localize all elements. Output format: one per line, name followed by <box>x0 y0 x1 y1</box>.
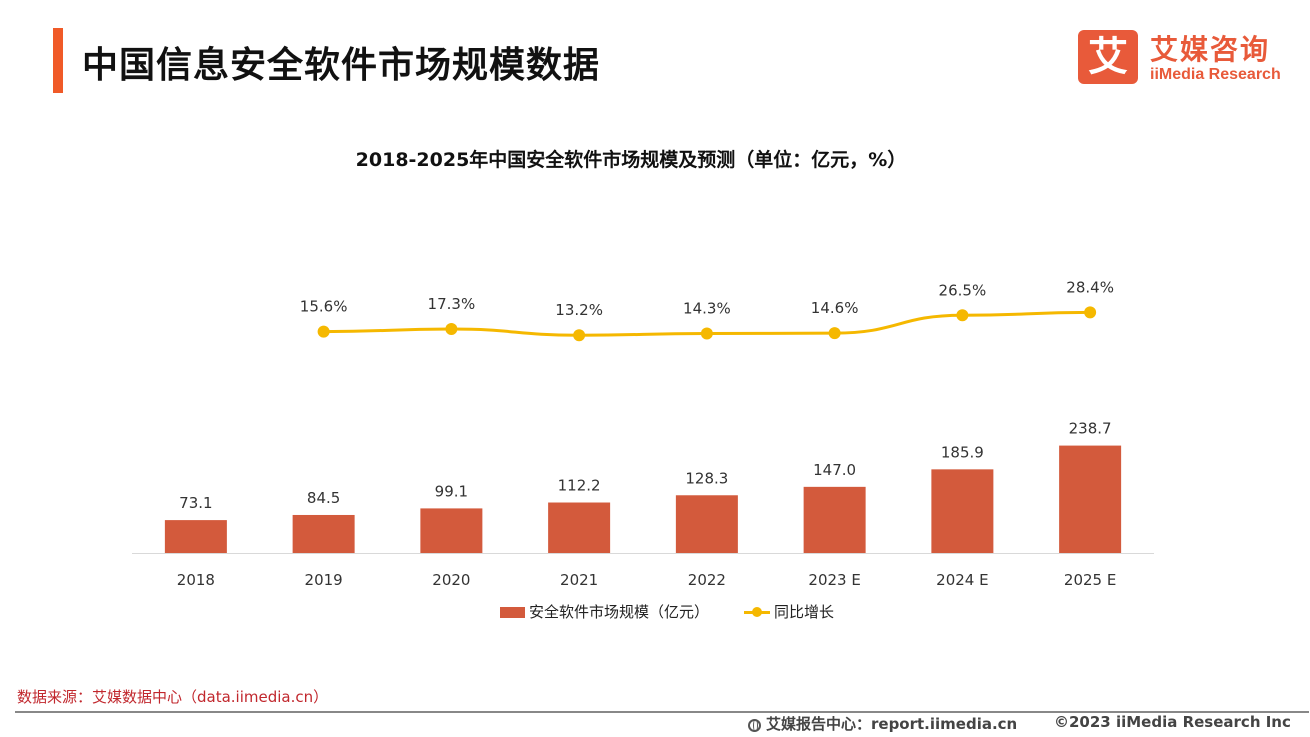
growth-value-label: 13.2% <box>555 301 603 319</box>
growth-point <box>1084 306 1097 319</box>
footer-copyright: ©2023 iiMedia Research Inc <box>1054 713 1291 731</box>
footer-report-center: 艾媒报告中心：report.iimedia.cn <box>748 713 1017 734</box>
bar-2019 <box>292 514 355 553</box>
growth-value-label: 17.3% <box>428 295 476 313</box>
legend-line-swatch-icon <box>744 607 770 617</box>
legend-label-market-size: 安全软件市场规模（亿元） <box>529 603 710 621</box>
bar-2023E <box>803 486 866 553</box>
bar-value-label: 147.0 <box>813 461 856 479</box>
legend-item-market-size: 安全软件市场规模（亿元） <box>500 601 709 622</box>
growth-point <box>956 309 969 322</box>
globe-icon <box>748 719 761 732</box>
bar-value-label: 128.3 <box>685 469 728 487</box>
bar-2020 <box>420 508 483 553</box>
bar-value-label: 99.1 <box>435 482 468 500</box>
growth-point <box>445 323 458 336</box>
bar-2021 <box>548 502 611 553</box>
bar-value-label: 238.7 <box>1069 420 1112 438</box>
x-tick-label: 2018 <box>177 571 215 589</box>
growth-point <box>317 325 330 338</box>
x-tick-label: 2019 <box>305 571 343 589</box>
bar-2018 <box>164 520 227 553</box>
bar-value-label: 185.9 <box>941 443 984 461</box>
growth-point <box>573 329 586 342</box>
growth-value-label: 26.5% <box>939 281 987 299</box>
growth-value-label: 14.3% <box>683 300 731 318</box>
bar-value-label: 84.5 <box>307 489 340 507</box>
growth-point <box>700 327 713 340</box>
footer-report-center-text: 艾媒报告中心：report.iimedia.cn <box>766 715 1018 733</box>
legend-label-yoy-growth: 同比增长 <box>774 603 835 621</box>
page-title: 中国信息安全软件市场规模数据 <box>82 45 601 86</box>
logo-mark-icon: 艾 <box>1078 30 1138 84</box>
growth-value-label: 15.6% <box>300 298 348 316</box>
chart-title: 2018-2025年中国安全软件市场规模及预测（单位：亿元，%） <box>355 149 907 171</box>
logo-english-name: iiMedia Research <box>1150 66 1281 83</box>
growth-value-label: 28.4% <box>1066 278 1114 296</box>
bar-value-label: 73.1 <box>179 494 212 512</box>
footer-divider <box>15 711 1309 713</box>
bar-2025E <box>1059 445 1122 553</box>
growth-point <box>828 327 841 340</box>
brand-logo: 艾 艾媒咨询 iiMedia Research <box>1078 30 1288 86</box>
legend-bar-swatch-icon <box>500 607 525 618</box>
legend-item-yoy-growth: 同比增长 <box>744 601 834 622</box>
x-tick-label: 2025 E <box>1064 571 1116 589</box>
growth-value-label: 14.6% <box>811 299 859 317</box>
bar-2022 <box>675 495 738 553</box>
x-tick-label: 2021 <box>560 571 598 589</box>
bar-value-label: 112.2 <box>558 477 601 495</box>
x-tick-label: 2024 E <box>936 571 988 589</box>
x-tick-label: 2020 <box>432 571 470 589</box>
logo-chinese-name: 艾媒咨询 <box>1150 33 1271 66</box>
title-accent-bar <box>53 28 63 93</box>
x-tick-label: 2022 <box>688 571 726 589</box>
data-source-note: 数据来源：艾媒数据中心（data.iimedia.cn） <box>17 688 329 706</box>
x-tick-label: 2023 E <box>808 571 860 589</box>
bar-2024E <box>931 469 994 553</box>
